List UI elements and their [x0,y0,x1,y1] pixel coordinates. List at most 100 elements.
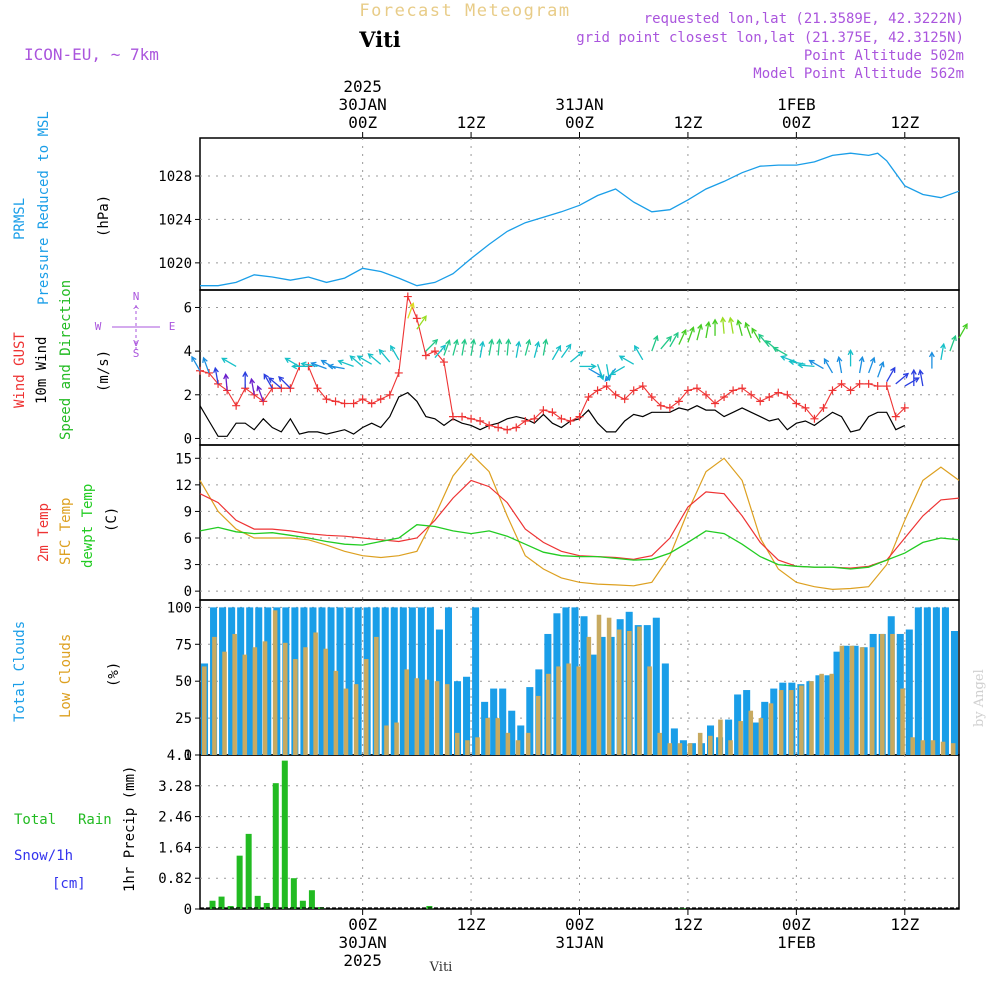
wind-arrow-head [673,331,679,338]
wind-arrow-shaft [285,357,300,367]
top-hour-label: 12Z [890,113,919,132]
gust-marker [674,397,683,406]
wind-arrow-shaft [745,322,752,339]
point-altitude: Point Altitude 502m [804,48,964,64]
temperature-series [199,453,960,591]
wind-arrow [910,368,917,387]
low-cloud-bar [546,673,551,755]
low-cloud-bar [455,732,460,755]
wind-arrow [596,364,605,381]
wind-arrow-head [300,361,307,368]
compass-rose: N S W E ^ v [95,290,176,360]
low-cloud-bar [394,722,399,755]
low-cloud-bar [525,732,531,755]
wind-arrow-head [609,369,616,376]
wind-arrow-head [913,377,920,383]
wind-arrow-head [461,338,468,345]
wind-arrow-shaft [809,360,824,370]
wind-arrow-shaft [497,339,501,356]
wind-arrow-head [242,370,249,377]
total-cloud-bar [743,690,751,755]
total-cloud-bar [490,688,498,755]
wind-arrow-shaft [278,376,291,389]
low-cloud-bar [323,648,329,755]
total-cloud-bar [851,645,859,755]
low-cloud-bar [627,631,632,755]
gust-marker [756,397,765,406]
low-cloud-bar [303,647,308,755]
total-cloud-bar [526,687,534,755]
wind-arrow-shaft [268,377,282,389]
wind-arrow-shaft [349,355,364,367]
total-cloud-bar [842,645,850,755]
ytick-label-temp: 3 [184,558,192,574]
wind-arrow [425,338,439,352]
wind-arrow [542,338,549,356]
wind-arrow [678,328,687,345]
wind-arrow [720,316,726,334]
wind-arrow [886,366,896,383]
rain-bar [245,833,252,909]
wind-arrow-shaft [311,362,327,370]
low-cloud-bar [910,737,915,755]
low-cloud-bar [677,743,683,755]
wind-arrow-head [780,355,787,361]
rain-bar [254,895,261,909]
wind-arrow-shaft [619,355,635,365]
low-cloud-bar [687,743,693,755]
wind-arrow-shaft [301,362,318,368]
ytick-label-temp: 0 [184,584,192,600]
wind-arrow [696,323,703,341]
wind-arrow-head [223,373,230,380]
wind-arrow-head [534,340,541,348]
wind-arrow-shaft [214,368,219,384]
wind-speed-line [199,391,906,437]
label-total-clouds: Total Clouds [12,621,28,722]
wind-arrow-head [191,355,197,362]
gust-marker [557,414,566,423]
wind-arrow-head [917,368,924,376]
ytick-label-precip: 3.28 [158,779,192,795]
wind-arrow [524,338,532,356]
wind-arrow-shaft [596,364,604,380]
wind-arrow-shaft [470,339,475,356]
wind-arrow-shaft [729,317,734,334]
gust-marker [620,395,629,404]
label-speed-direction: Speed and Direction [58,280,74,440]
wind-arrow-head [962,322,968,330]
wind-arrow-shaft [696,324,702,341]
wind-arrow-head [878,361,885,368]
low-cloud-bar [242,654,248,755]
wind-arrow-head [479,340,486,347]
wind-arrow [618,355,635,365]
gust-marker [232,401,241,410]
wind-arrow-head [284,357,291,364]
wind-arrow-head [409,302,415,309]
wind-arrow [847,349,854,367]
total-cloud-bar [643,625,651,755]
wind-arrow-head [890,366,896,373]
clouds-bars [201,607,958,755]
compass-w: W [95,320,102,333]
label-total: Total [14,812,56,828]
wind-arrow-head [928,351,935,358]
wind-arrow-head [689,326,695,333]
bottom-year-label: 2025 [343,951,382,970]
wind-arrow-head [788,359,795,366]
total-cloud-bar [833,651,841,755]
wind-arrow-head [440,344,447,351]
low-cloud-bar [667,743,673,755]
top-date-label: 30JAN [339,95,387,114]
compass-s: S [133,347,140,360]
wind-arrow-shaft [368,353,382,365]
wind-arrow [823,357,834,374]
wind-arrow-head [902,372,910,379]
wind-arrow-head [764,339,772,346]
wind-arrow-head [823,357,830,365]
wind-arrow [669,331,679,348]
wind-arrow-head [590,363,597,370]
wind-arrow [868,356,876,374]
total-cloud-bar [417,607,425,755]
total-cloud-bar [517,725,525,755]
wind-arrow-head [681,328,687,336]
